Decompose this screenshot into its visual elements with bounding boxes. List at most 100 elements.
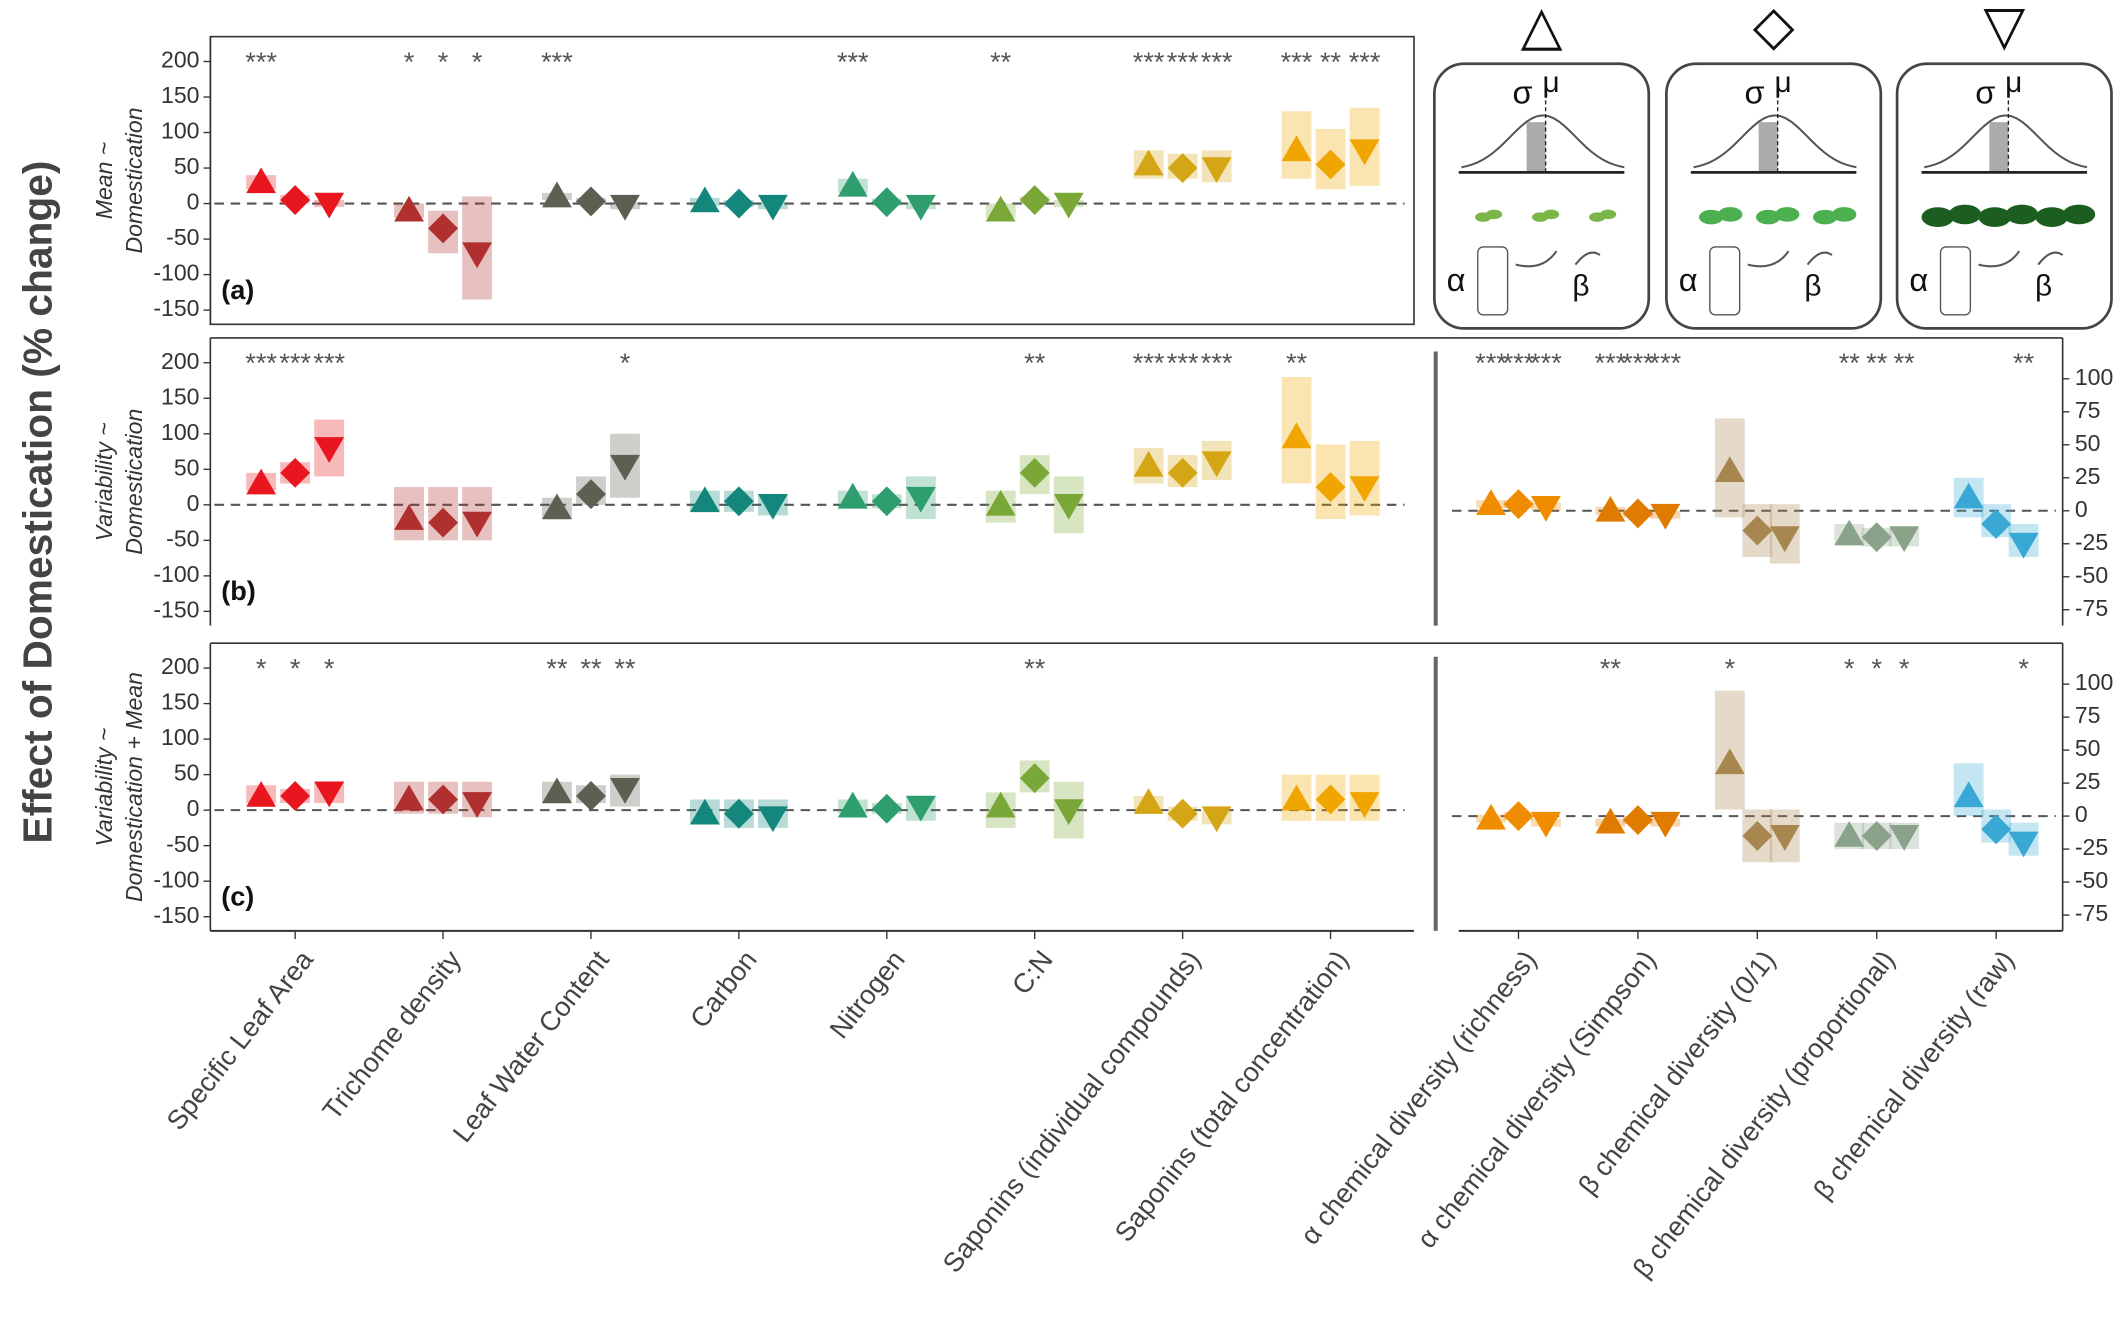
significance: * (1871, 653, 1882, 684)
significance: *** (245, 46, 277, 77)
point (689, 486, 720, 513)
significance: * (290, 653, 301, 684)
y-tick-label: 50 (2075, 735, 2101, 761)
point (1167, 457, 1198, 488)
panel-y-label: Domestication + Mean (121, 672, 147, 902)
point (1953, 482, 1984, 509)
y-tick-label: 150 (161, 383, 199, 409)
y-tick-label: 50 (2075, 430, 2101, 456)
significance: *** (279, 347, 311, 378)
bell-curve (1693, 114, 1857, 169)
inset-box (1895, 62, 2113, 330)
y-tick-label: -25 (2075, 529, 2108, 555)
significance: *** (1167, 347, 1199, 378)
y-tick-label: -50 (166, 831, 199, 857)
point (723, 188, 754, 219)
y-tick-label: 0 (2075, 496, 2088, 522)
y-tick-label: -100 (153, 561, 199, 587)
y-tick-label: -50 (166, 224, 199, 250)
point (1861, 820, 1892, 851)
inset: ◇ σ μ α β (1665, 0, 1883, 330)
significance: ** (1024, 347, 1046, 378)
compound-box (1939, 246, 1972, 316)
significance: * (438, 46, 449, 77)
point (837, 170, 868, 197)
y-tick-label: 200 (161, 653, 199, 679)
point (1742, 820, 1773, 851)
point (1503, 489, 1534, 520)
significance: *** (313, 347, 345, 378)
point (1650, 503, 1681, 530)
point (1019, 185, 1050, 215)
point (1953, 781, 1984, 808)
significance: *** (1167, 46, 1199, 77)
point (1742, 515, 1773, 546)
inset: △ σ μ α β (1432, 0, 1651, 330)
inset: ▽ σ μ α β (1895, 0, 2113, 330)
significance: * (1725, 653, 1736, 684)
point (1889, 526, 1920, 553)
y-tick-label: 100 (161, 419, 199, 445)
point (1349, 792, 1380, 818)
point (462, 511, 493, 538)
point (1315, 149, 1346, 180)
point (1769, 825, 1800, 851)
alpha-label: α (1679, 262, 1698, 298)
significance: *** (1622, 347, 1654, 378)
point (1349, 139, 1380, 166)
sigma-area (1758, 122, 1778, 171)
y-axis-title: Effect of Domestication (% change) (14, 161, 60, 844)
point (757, 194, 788, 221)
point (985, 489, 1016, 516)
significance: * (1899, 653, 1910, 684)
sigma-area (1526, 122, 1546, 171)
significance: *** (1530, 347, 1562, 378)
beta-label: β (1572, 270, 1589, 303)
point (1201, 157, 1232, 183)
alpha-label: α (1909, 262, 1928, 298)
point (1133, 788, 1164, 814)
x-tick-label: C:N (1005, 944, 1058, 1000)
y-tick-label: 100 (2075, 669, 2113, 695)
y-tick-label: 0 (187, 490, 200, 516)
x-tick-label: Carbon (684, 944, 763, 1033)
significance: ** (1286, 347, 1308, 378)
point (985, 195, 1016, 222)
point (905, 486, 936, 513)
y-tick-label: 25 (2075, 768, 2101, 794)
point (280, 457, 311, 488)
point (837, 791, 868, 818)
y-tick-label: 150 (161, 689, 199, 715)
point (1476, 489, 1506, 516)
arrow (1515, 250, 1558, 268)
y-tick-label: 100 (161, 724, 199, 750)
significance: ** (614, 653, 636, 684)
significance: * (256, 653, 267, 684)
significance: *** (1503, 347, 1535, 378)
point (394, 195, 424, 222)
point (1714, 748, 1745, 775)
point (246, 781, 277, 807)
significance: * (1844, 653, 1855, 684)
point (542, 493, 572, 520)
point (1531, 495, 1561, 522)
inset-box (1665, 62, 1883, 330)
significance: *** (245, 347, 277, 378)
point (542, 777, 572, 804)
point (610, 454, 640, 481)
significance: *** (1475, 347, 1507, 378)
alpha-label: α (1447, 262, 1466, 298)
y-tick-label: -100 (153, 866, 199, 892)
point (280, 781, 311, 811)
sigma-label: σ (1975, 75, 1995, 111)
panel-y-label: Mean ~ (91, 142, 117, 220)
mu-label: μ (1542, 66, 1559, 99)
seedling-leaf (1812, 209, 1838, 225)
x-tick-label: β chemical diversity (raw) (1807, 944, 2020, 1205)
significance: ** (580, 653, 602, 684)
point (689, 186, 720, 213)
point (576, 781, 606, 811)
point (428, 784, 458, 815)
point (1349, 476, 1380, 502)
arrow (2037, 251, 2064, 266)
